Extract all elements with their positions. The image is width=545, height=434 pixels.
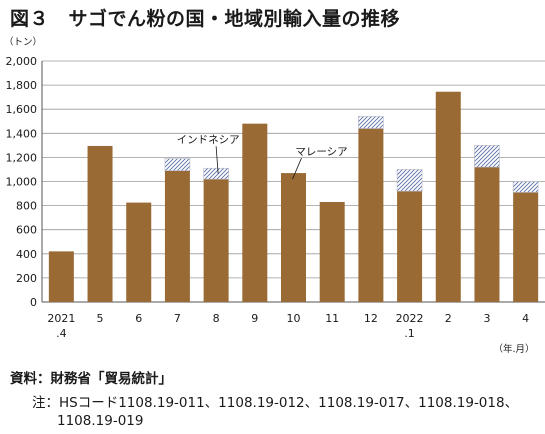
bar-malaysia	[281, 173, 306, 302]
bar-indonesia	[474, 145, 500, 168]
bar-malaysia	[397, 191, 423, 302]
bar-malaysia	[203, 179, 229, 302]
annotation-label: マレーシア	[295, 146, 347, 158]
note-text-2: 1108.19-019	[57, 413, 144, 429]
x-tick-label: 4	[522, 312, 529, 325]
y-tick-label: 600	[16, 224, 37, 237]
bar-indonesia	[164, 158, 191, 171]
x-tick-label: 6	[135, 312, 142, 325]
note-text-1: HSコード1108.19-011、1108.19-012、1108.19-017…	[59, 395, 519, 411]
bar-indonesia	[203, 167, 229, 180]
x-tick-label: 9	[251, 312, 258, 325]
annotation-leader-line	[292, 157, 302, 180]
x-tick-label: 10	[287, 312, 301, 325]
x-tick-label-line2: .1	[404, 327, 415, 340]
bar-chart: （トン） （年.月） 0 200 400 600 800 1,000 1,200 1,400 1…	[4, 36, 545, 355]
bar-malaysia	[48, 251, 74, 302]
y-tick-label: 1,400	[6, 127, 38, 140]
x-tick-label: 2021	[47, 312, 75, 325]
bar-malaysia	[87, 145, 113, 302]
source-note: 資料：財務省「貿易統計」	[10, 371, 172, 387]
x-tick-label: 12	[364, 312, 378, 325]
bar-malaysia	[435, 91, 461, 302]
x-tick-label: 5	[97, 312, 104, 325]
bar-indonesia	[512, 181, 539, 193]
x-tick-label: 11	[325, 312, 339, 325]
x-tick-label-line2: .4	[56, 327, 67, 340]
figure-title: 図３ サゴでん粉の国・地域別輸入量の推移	[10, 8, 401, 30]
bar-indonesia	[358, 116, 384, 129]
x-tick-label: 2	[445, 312, 452, 325]
y-tick-label: 800	[16, 200, 37, 213]
y-tick-label: 1,600	[6, 103, 38, 116]
annotation-leader-line	[215, 146, 219, 174]
y-tick-label: 1,200	[6, 151, 38, 164]
bar-malaysia	[319, 201, 345, 302]
bar-malaysia	[358, 128, 384, 302]
note-line-2: 1108.19-019	[10, 413, 143, 429]
y-tick-label: 200	[16, 272, 37, 285]
bar-malaysia	[474, 167, 500, 302]
bar-malaysia	[242, 123, 268, 302]
bar-indonesia	[396, 169, 423, 192]
x-axis-unit: （年.月）	[493, 343, 534, 355]
x-tick-label: 3	[483, 312, 490, 325]
bar-malaysia	[513, 192, 539, 302]
y-tick-label: 2,000	[6, 55, 38, 68]
x-tick-label: 2022	[396, 312, 424, 325]
bar-malaysia	[126, 202, 152, 302]
y-tick-label: 0	[30, 296, 37, 309]
y-tick-label: 400	[16, 248, 37, 261]
note-label: 注：	[32, 395, 59, 411]
bar-malaysia	[164, 170, 190, 302]
y-tick-label: 1,000	[6, 176, 38, 189]
y-tick-label: 1,800	[6, 79, 38, 92]
annotation-label: インドネシア	[177, 134, 240, 146]
y-axis-unit: （トン）	[4, 36, 42, 48]
x-tick-label: 8	[213, 312, 220, 325]
note-line-1: 注：HSコード1108.19-011、1108.19-012、1108.19-0…	[10, 391, 518, 411]
x-tick-label: 7	[174, 312, 181, 325]
